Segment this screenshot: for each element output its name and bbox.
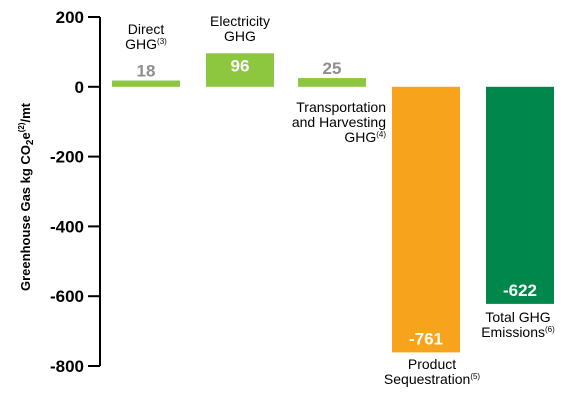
- bar: [486, 86, 554, 304]
- y-axis-label-tail: /mt: [18, 102, 33, 122]
- y-axis-label-unit: e: [18, 132, 33, 139]
- y-tick-label: -400: [50, 217, 84, 236]
- category-label: Product Sequestration(5): [384, 356, 481, 387]
- value-label: -622: [503, 281, 537, 300]
- category-label-footnote: (6): [545, 325, 555, 334]
- category-label: Total GHG Emissions(6): [481, 309, 555, 340]
- category-label-footnote: (5): [470, 372, 480, 381]
- category-label-line: Product: [408, 356, 456, 372]
- y-axis-label-main: Greenhouse Gas kg CO: [18, 145, 33, 291]
- category-label: Electricity GHG: [210, 13, 270, 44]
- bar: [112, 80, 180, 87]
- bar: [206, 53, 274, 87]
- y-axis-label: Greenhouse Gas kg CO2e(2)/mt: [17, 102, 36, 291]
- category-labels: Direct GHG(3)Electricity GHGTransportation…: [125, 13, 555, 387]
- value-label: 25: [323, 59, 342, 78]
- category-label-line: GHG: [344, 129, 376, 145]
- bar: [392, 86, 460, 353]
- category-label-line: GHG: [125, 36, 157, 52]
- category-label-line: Transportation: [296, 99, 386, 115]
- bars: [112, 53, 554, 353]
- value-labels: 18 96 25 -761 -622: [137, 56, 537, 348]
- category-label-line: GHG: [224, 28, 256, 44]
- category-label-line: Sequestration: [384, 371, 470, 387]
- category-label: Direct GHG(3): [125, 21, 167, 52]
- category-label: Transportation and Harvesting GHG(4): [292, 99, 387, 145]
- category-label-line: Emissions: [481, 324, 545, 340]
- y-tick-label: -800: [50, 357, 84, 376]
- category-label-line: and Harvesting: [292, 114, 386, 130]
- y-tick-labels: 200 0 -200 -400 -600 -800: [50, 8, 84, 376]
- y-tick-label: -600: [50, 287, 84, 306]
- y-axis: [88, 16, 101, 367]
- value-label: 18: [137, 62, 156, 81]
- bar: [298, 78, 366, 87]
- y-tick-label: 200: [56, 8, 84, 27]
- category-label-footnote: (3): [157, 37, 167, 46]
- y-axis-label-sub: 2: [25, 139, 36, 145]
- value-label: -761: [409, 329, 443, 348]
- value-label: 96: [231, 56, 250, 75]
- y-axis-label-ref: (2): [17, 122, 26, 132]
- y-tick-label: -200: [50, 148, 84, 167]
- category-label-line: Electricity: [210, 13, 270, 29]
- category-label-line: Direct: [128, 21, 165, 37]
- category-label-line: Total GHG: [485, 309, 550, 325]
- category-label-footnote: (4): [376, 130, 386, 139]
- y-tick-label: 0: [75, 78, 84, 97]
